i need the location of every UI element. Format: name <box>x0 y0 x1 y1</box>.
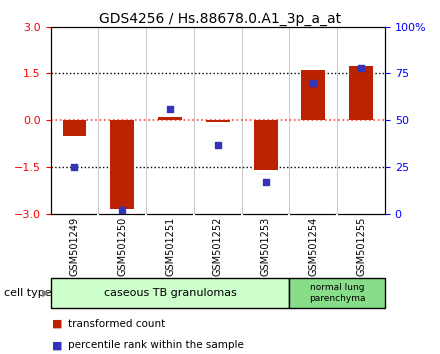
Text: GSM501249: GSM501249 <box>70 216 80 276</box>
Bar <box>349 65 373 120</box>
Point <box>214 142 221 148</box>
Text: ▶: ▶ <box>42 288 50 298</box>
Bar <box>110 120 134 210</box>
Text: GSM501254: GSM501254 <box>308 216 319 276</box>
Text: transformed count: transformed count <box>68 319 165 329</box>
Point <box>310 80 317 86</box>
Text: GSM501253: GSM501253 <box>260 216 271 276</box>
Point <box>119 207 126 213</box>
Text: GSM501251: GSM501251 <box>165 216 175 276</box>
Text: ■: ■ <box>52 340 62 350</box>
Point <box>358 65 365 71</box>
Text: percentile rank within the sample: percentile rank within the sample <box>68 340 244 350</box>
Bar <box>62 120 86 136</box>
Text: GSM501255: GSM501255 <box>356 216 366 276</box>
Bar <box>158 117 182 120</box>
Text: normal lung
parenchyma: normal lung parenchyma <box>309 283 366 303</box>
Bar <box>290 278 385 308</box>
Point <box>262 179 269 185</box>
Bar <box>253 120 278 170</box>
Bar <box>51 278 290 308</box>
Text: GSM501252: GSM501252 <box>213 216 223 276</box>
Text: cell type: cell type <box>4 288 52 298</box>
Bar <box>206 120 230 122</box>
Text: GSM501250: GSM501250 <box>117 216 127 276</box>
Point <box>166 106 173 112</box>
Bar <box>301 70 325 120</box>
Point <box>71 164 78 170</box>
Text: caseous TB granulomas: caseous TB granulomas <box>103 288 236 298</box>
Text: GDS4256 / Hs.88678.0.A1_3p_a_at: GDS4256 / Hs.88678.0.A1_3p_a_at <box>99 12 341 27</box>
Text: ■: ■ <box>52 319 62 329</box>
